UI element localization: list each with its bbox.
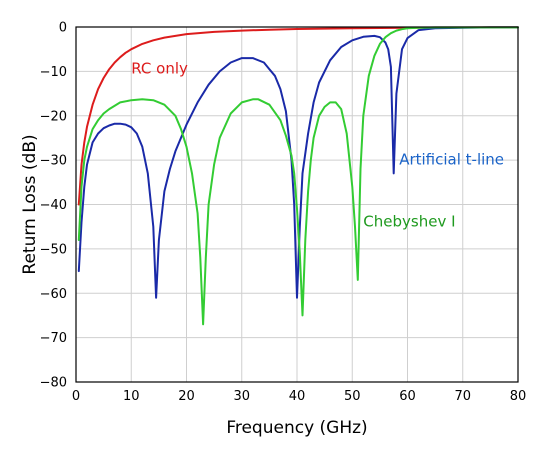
x-tick-label: 60 bbox=[399, 389, 416, 404]
y-tick-label: −70 bbox=[40, 331, 67, 346]
y-tick-label: −80 bbox=[40, 376, 67, 391]
x-tick-label: 30 bbox=[233, 389, 250, 404]
series-line-rc-only bbox=[77, 26, 519, 206]
y-tick-label: −60 bbox=[40, 287, 67, 302]
y-tick-label: −40 bbox=[40, 198, 67, 213]
plot-frame bbox=[75, 26, 519, 383]
series-line-chebyshev-i bbox=[77, 26, 519, 326]
y-axis-label: Return Loss (dB) bbox=[20, 134, 40, 274]
series-line-artificial-t-line bbox=[77, 26, 519, 299]
series-labels: RC only Artificial t-line Chebyshev I bbox=[131, 60, 504, 231]
x-tick-label: 40 bbox=[289, 389, 306, 404]
series-lines bbox=[77, 26, 519, 326]
x-tick-label: 10 bbox=[123, 389, 140, 404]
y-tick-label: −20 bbox=[40, 109, 67, 124]
x-tick-label: 0 bbox=[72, 389, 80, 404]
y-tick-label: −50 bbox=[40, 242, 67, 257]
x-tick-label: 70 bbox=[454, 389, 471, 404]
series-label-chebyshev-i: Chebyshev I bbox=[363, 213, 455, 231]
x-axis-label: Frequency (GHz) bbox=[226, 418, 367, 438]
y-tick-label: −30 bbox=[40, 154, 67, 169]
x-tick-label: 50 bbox=[344, 389, 361, 404]
y-tick-label: 0 bbox=[59, 21, 67, 36]
y-tick-label: −10 bbox=[40, 65, 67, 80]
series-label-rc-only: RC only bbox=[131, 60, 188, 78]
x-tick-label: 20 bbox=[178, 389, 195, 404]
series-label-artificial-t-line: Artificial t-line bbox=[399, 151, 504, 169]
x-tick-label: 80 bbox=[510, 389, 527, 404]
tick-labels: 0 10 20 30 40 50 60 70 80 0 −10 −20 −30 −40 −50 −60 −70 −… bbox=[40, 21, 527, 405]
